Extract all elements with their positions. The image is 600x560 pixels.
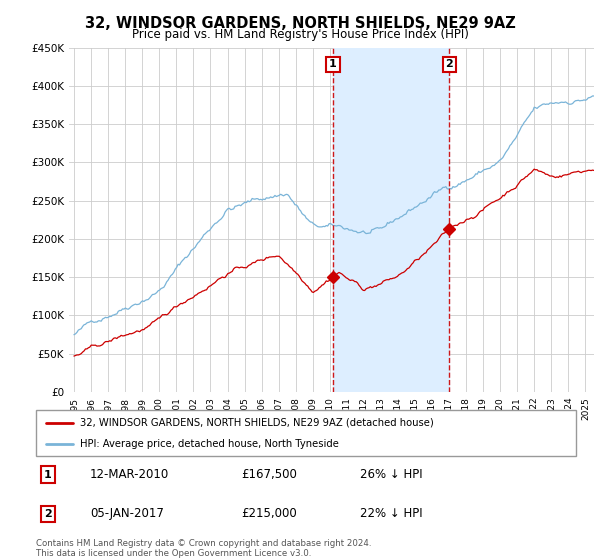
Text: 12-MAR-2010: 12-MAR-2010	[90, 468, 169, 481]
Text: Contains HM Land Registry data © Crown copyright and database right 2024.
This d: Contains HM Land Registry data © Crown c…	[36, 539, 371, 558]
Text: 32, WINDSOR GARDENS, NORTH SHIELDS, NE29 9AZ: 32, WINDSOR GARDENS, NORTH SHIELDS, NE29…	[85, 16, 515, 31]
Text: 32, WINDSOR GARDENS, NORTH SHIELDS, NE29 9AZ (detached house): 32, WINDSOR GARDENS, NORTH SHIELDS, NE29…	[80, 418, 434, 428]
Text: £215,000: £215,000	[241, 507, 297, 520]
Text: Price paid vs. HM Land Registry's House Price Index (HPI): Price paid vs. HM Land Registry's House …	[131, 28, 469, 41]
Text: 2: 2	[44, 509, 52, 519]
Text: 22% ↓ HPI: 22% ↓ HPI	[360, 507, 422, 520]
Text: HPI: Average price, detached house, North Tyneside: HPI: Average price, detached house, Nort…	[80, 439, 339, 449]
Bar	[333, 48, 449, 392]
FancyBboxPatch shape	[36, 410, 576, 456]
Text: 1: 1	[44, 470, 52, 479]
Text: 05-JAN-2017: 05-JAN-2017	[90, 507, 164, 520]
Text: 2: 2	[445, 59, 453, 69]
Text: 26% ↓ HPI: 26% ↓ HPI	[360, 468, 422, 481]
Text: £167,500: £167,500	[241, 468, 297, 481]
Text: 1: 1	[329, 59, 337, 69]
